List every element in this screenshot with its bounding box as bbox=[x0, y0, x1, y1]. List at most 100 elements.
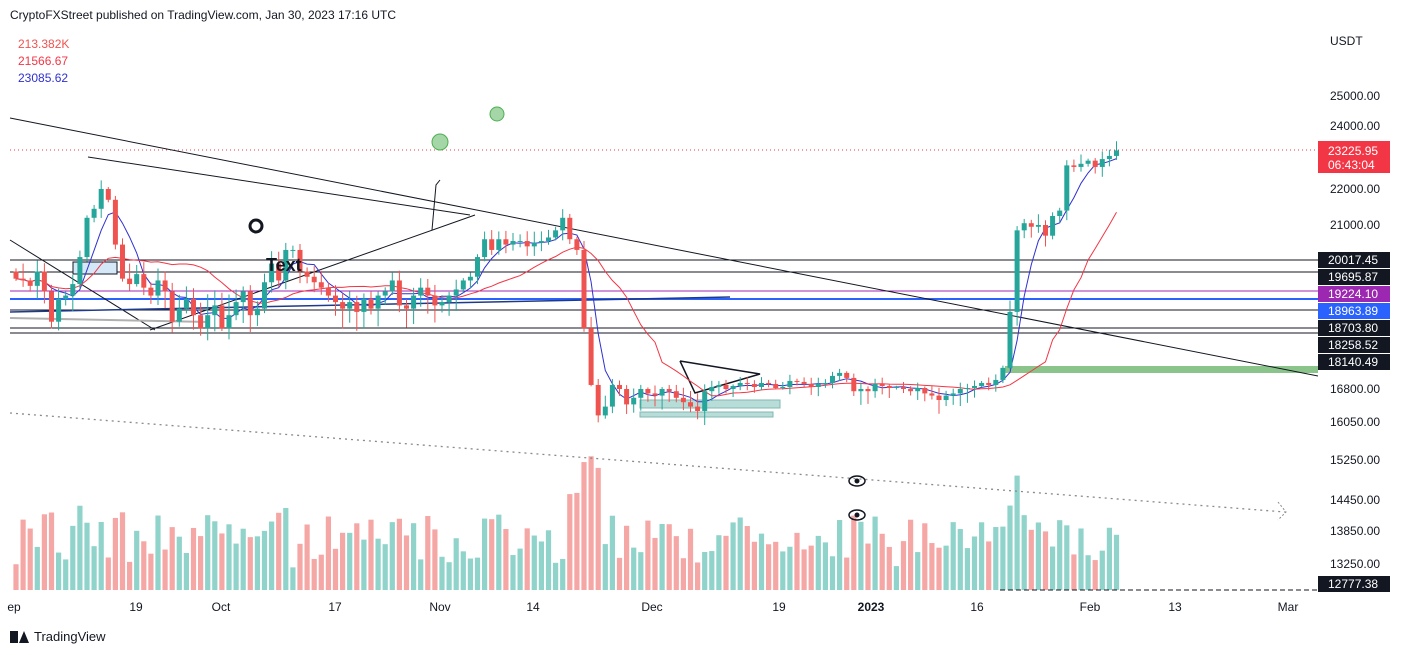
candle-body bbox=[276, 263, 282, 281]
volume-bar bbox=[758, 533, 765, 590]
level-tag-label: 12777.38 bbox=[1328, 577, 1378, 591]
price-axis[interactable]: USDT 25000.00 24000.00 22000.00 21000.00 1680… bbox=[1318, 34, 1390, 592]
candle bbox=[808, 377, 814, 395]
candle-body bbox=[1078, 163, 1084, 167]
candle-body bbox=[638, 389, 644, 398]
candle bbox=[425, 279, 431, 314]
volume-bar bbox=[56, 552, 62, 590]
price-tick-label: 16050.00 bbox=[1330, 415, 1380, 429]
candle-body bbox=[929, 393, 935, 396]
volume-bar bbox=[702, 552, 708, 590]
volume-bar bbox=[325, 516, 331, 590]
annotations: Text bbox=[248, 106, 866, 521]
volume-bar bbox=[183, 552, 189, 590]
candle-body bbox=[744, 382, 750, 384]
candle-body bbox=[915, 387, 921, 392]
candle-body bbox=[1014, 230, 1020, 312]
candle-body bbox=[191, 298, 196, 316]
candle-body bbox=[311, 276, 317, 283]
candle bbox=[226, 294, 232, 340]
candle-body bbox=[183, 298, 189, 309]
volume-bar bbox=[489, 519, 495, 590]
volume-bar bbox=[148, 553, 154, 590]
candle bbox=[396, 270, 402, 313]
volume-bar bbox=[531, 535, 537, 590]
candle-body bbox=[304, 271, 310, 277]
candle bbox=[602, 395, 608, 419]
volume-bars bbox=[13, 456, 1120, 590]
volume-bar bbox=[261, 530, 268, 590]
candle-body bbox=[63, 295, 69, 299]
volume-bar bbox=[403, 535, 410, 590]
candle bbox=[375, 291, 381, 327]
candle bbox=[766, 379, 772, 388]
volume-bar bbox=[425, 516, 431, 590]
volume-bar bbox=[900, 541, 907, 590]
signal-circle bbox=[431, 133, 449, 151]
candle-body bbox=[389, 280, 395, 292]
candle bbox=[631, 388, 637, 413]
candle-body bbox=[233, 302, 239, 316]
candle-body bbox=[766, 382, 772, 384]
volume-bar bbox=[986, 541, 992, 590]
candle-body bbox=[141, 274, 147, 288]
candle bbox=[120, 238, 125, 282]
volume-bar bbox=[432, 529, 438, 590]
candle bbox=[77, 250, 83, 289]
candle bbox=[112, 195, 118, 250]
tradingview-logo-icon bbox=[10, 630, 29, 643]
candle bbox=[389, 272, 395, 296]
candle-body bbox=[49, 291, 54, 322]
candle-body bbox=[396, 280, 402, 306]
volume-bar bbox=[737, 517, 743, 590]
candle bbox=[801, 377, 807, 388]
volume-bar bbox=[815, 535, 821, 590]
candle bbox=[851, 373, 857, 397]
volume-bar bbox=[588, 456, 594, 590]
volume-bar bbox=[418, 559, 424, 590]
volume-bar bbox=[176, 536, 182, 590]
candle bbox=[155, 268, 161, 305]
candle-body bbox=[922, 387, 928, 394]
level-tag-label: 18258.52 bbox=[1328, 338, 1378, 352]
candle bbox=[1106, 149, 1112, 167]
candle bbox=[609, 379, 615, 414]
volume-bar bbox=[112, 517, 118, 590]
volume-bar bbox=[205, 515, 211, 590]
candle-body bbox=[716, 384, 722, 387]
volume-bar bbox=[84, 522, 90, 590]
time-axis[interactable]: ep 19 Oct 17 Nov 14 Dec 19 2023 16 Feb 13 Mar bbox=[7, 600, 1298, 614]
candle bbox=[446, 291, 452, 316]
candle bbox=[638, 384, 644, 411]
volume-bar bbox=[808, 545, 814, 590]
candle-body bbox=[375, 295, 381, 309]
candle bbox=[1014, 226, 1020, 326]
signal-circle bbox=[489, 106, 505, 122]
volume-bar bbox=[1021, 515, 1027, 590]
candle-body bbox=[1106, 155, 1112, 160]
volume-bar bbox=[545, 530, 552, 590]
candle-body bbox=[91, 208, 97, 218]
candle-body bbox=[482, 239, 488, 258]
candle-body bbox=[993, 379, 999, 385]
candle-body bbox=[702, 391, 708, 411]
candle-body bbox=[837, 372, 843, 376]
candle-body bbox=[801, 381, 807, 384]
candle bbox=[666, 385, 672, 402]
candle-body bbox=[652, 393, 658, 396]
candles[interactable] bbox=[13, 141, 1120, 426]
candle bbox=[198, 302, 204, 336]
candle bbox=[205, 294, 211, 341]
candle-body bbox=[155, 280, 161, 296]
candle-body bbox=[538, 241, 544, 243]
candle-body bbox=[20, 278, 26, 281]
volume-bar bbox=[652, 537, 658, 590]
volume-bar bbox=[226, 524, 232, 590]
price-tick-label: 14450.00 bbox=[1330, 493, 1380, 507]
candle bbox=[311, 266, 317, 293]
current-price-label: 23225.95 bbox=[1328, 144, 1378, 158]
tradingview-footer[interactable]: TradingView bbox=[10, 629, 106, 644]
volume-bar bbox=[155, 515, 161, 590]
candle-body bbox=[297, 249, 303, 272]
